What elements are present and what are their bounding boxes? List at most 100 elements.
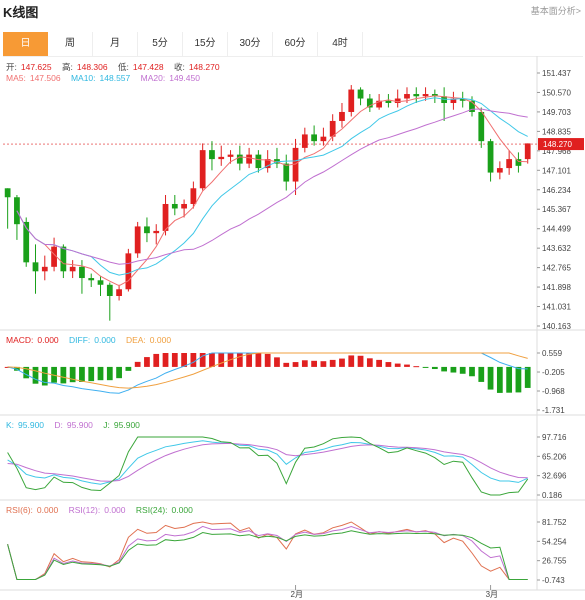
candle-body [506,159,513,169]
j-line [7,436,529,496]
candle-body [51,246,57,267]
candle-body [199,150,206,189]
candle-body [116,289,122,296]
rsi24-line [7,530,528,580]
high-value: 148.306 [76,62,108,72]
kdj-tick-label: 32.696 [542,472,567,481]
price-tick-label: 151.437 [542,69,571,78]
tab-30min[interactable]: 30分 [228,32,273,56]
macd-bar [292,362,299,367]
tab-week[interactable]: 周 [48,32,93,56]
current-price-label: 148.270 [543,140,572,149]
candle-body [218,156,225,160]
macd-bar [431,366,438,370]
low-value: 147.428 [132,62,164,72]
macd-bar [274,357,280,367]
candle-body [209,150,215,160]
price-tick-label: 148.835 [542,127,571,136]
candle-body [246,154,252,164]
candle-body [320,136,327,142]
d-label: D: [54,420,63,430]
price-tick-label: 146.234 [542,186,571,195]
open-label: 开: [6,62,17,72]
fundamental-analysis-link[interactable]: 基本面分析> [530,6,581,16]
ma20-value: 149.450 [169,73,200,83]
macd-bar [181,353,187,367]
macd-bar [79,366,85,382]
rsi-tick-label: 26.755 [542,557,567,566]
period-tabs: 日 周 月 5分 15分 30分 60分 4时 [3,32,363,56]
tab-4hour[interactable]: 4时 [318,32,363,56]
candle-body [153,230,160,234]
candle-body [236,154,243,164]
candle-body [32,262,39,272]
open-value: 147.625 [20,62,52,72]
macd-bar [144,357,150,367]
ohlc-info: 开: 147.625 高: 148.306 低: 147.428 收: 148.270 [6,61,228,73]
candle-body [69,266,76,272]
macd-bar [413,366,420,368]
macd-bar [23,366,30,379]
macd-bar [496,366,503,393]
macd-bar [376,359,383,367]
tab-60min[interactable]: 60分 [273,32,318,56]
tab-day[interactable]: 日 [3,32,48,56]
macd-bar [478,366,485,382]
tab-5min[interactable]: 5分 [138,32,183,56]
rsi24-label: RSI(24): [135,505,168,515]
macd-label: MACD: [6,335,34,345]
price-tick-label: 149.703 [542,108,571,117]
k-value: 95.900 [18,420,45,430]
dea-line [7,352,528,389]
candle-body [97,280,104,285]
candle-body [413,94,420,97]
rsi24-value: 0.000 [171,505,193,515]
candle-body [329,120,336,137]
page-title: K线图 [3,5,39,20]
macd-bar [357,355,364,367]
macd-bar [218,353,225,367]
candle-body [162,203,169,231]
macd-bar [41,366,48,386]
k-label: K: [6,420,15,430]
close-value: 148.270 [188,62,220,72]
x-tick-label: 3月 [486,590,498,599]
macd-bar [366,358,373,367]
macd-bar [171,353,178,367]
macd-bar [348,355,355,367]
tab-15min[interactable]: 15分 [183,32,228,56]
macd-bar [69,366,76,383]
macd-bar [320,361,327,367]
tab-month[interactable]: 月 [93,32,138,56]
ma-info: MA5: 147.506 MA10: 148.557 MA20: 149.450 [6,73,208,83]
ma20-label: MA20: [140,73,166,83]
macd-bar [88,366,95,382]
macd-bar [385,362,392,367]
rsi-tick-label: 54.254 [542,537,567,546]
candle-body [23,221,30,263]
macd-bar [422,366,429,368]
candle-body [227,154,234,157]
candle-body [469,100,475,112]
candle-body [4,188,11,198]
macd-bar [153,353,160,367]
dea-value: 0.000 [149,335,172,345]
candle-body [376,100,383,108]
macd-bar [255,353,262,367]
macd-bar [506,366,513,393]
macd-bar [199,353,206,367]
macd-bar [190,353,197,367]
macd-bar [301,360,308,367]
price-tick-label: 150.570 [542,88,571,97]
kdj-info: K: 95.900 D: 95.900 J: 95.900 [6,420,148,430]
rsi6-label: RSI(6): [6,505,33,515]
candle-body [515,159,522,166]
rsi-tick-label: -0.743 [542,576,565,585]
macd-bar [264,353,271,367]
tabs-divider [3,56,583,57]
candle-body [311,134,317,142]
macd-bar [459,366,466,374]
macd-tick-label: 0.559 [542,349,563,358]
candle-body [385,100,392,104]
